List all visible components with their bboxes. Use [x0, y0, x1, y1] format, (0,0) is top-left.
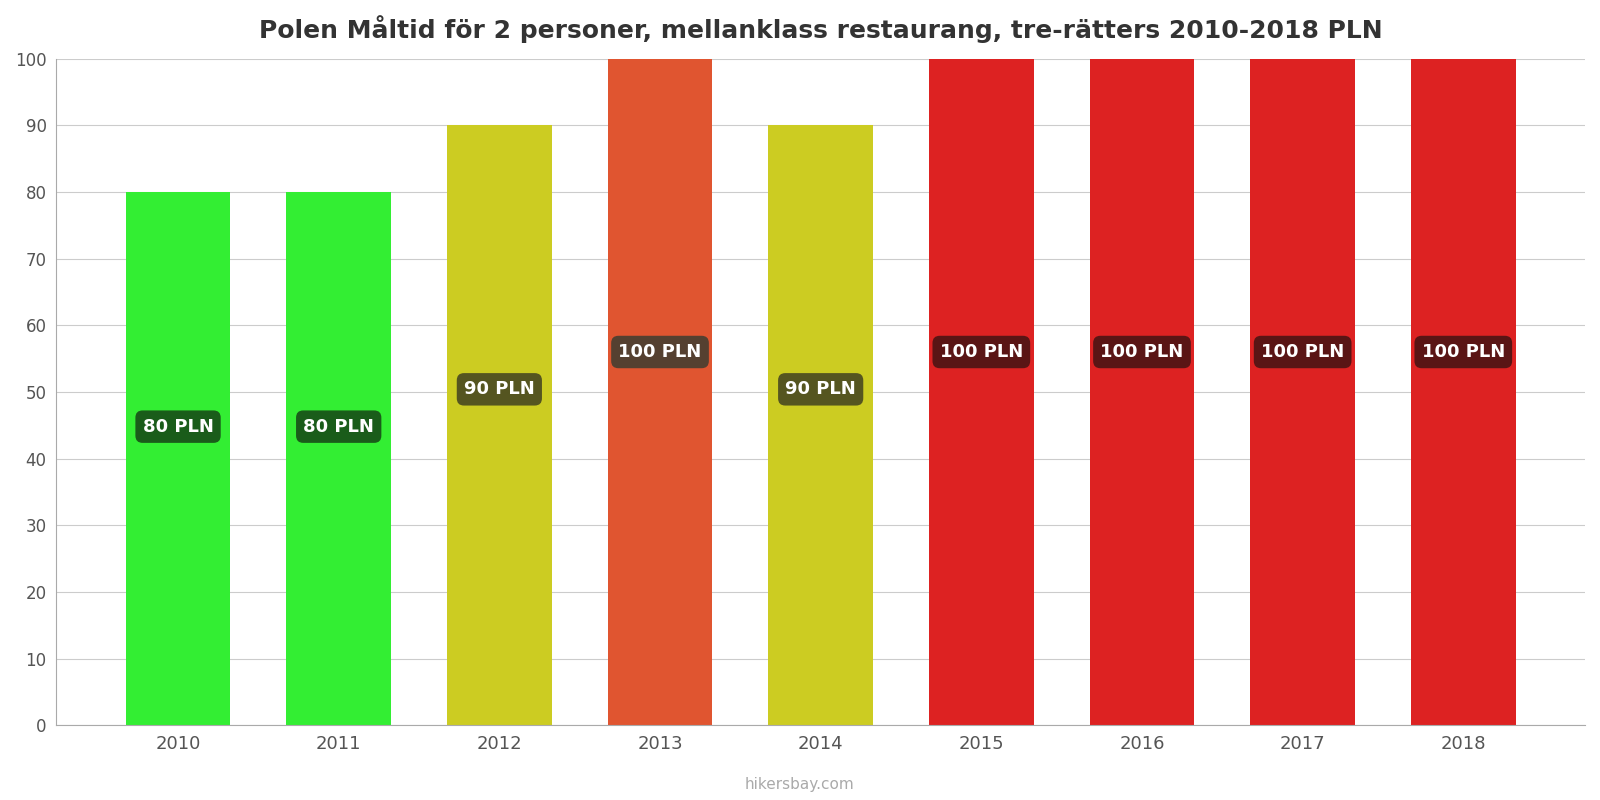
Bar: [1090, 58, 1194, 726]
Text: 100 PLN: 100 PLN: [1101, 343, 1184, 361]
Text: 100 PLN: 100 PLN: [1261, 343, 1344, 361]
Bar: [286, 192, 390, 726]
Text: 100 PLN: 100 PLN: [618, 343, 702, 361]
Bar: [768, 126, 874, 726]
Text: 90 PLN: 90 PLN: [464, 380, 534, 398]
Bar: [126, 192, 230, 726]
Bar: [1251, 58, 1355, 726]
Text: 90 PLN: 90 PLN: [786, 380, 856, 398]
Title: Polen Måltid för 2 personer, mellanklass restaurang, tre-rätters 2010-2018 PLN: Polen Måltid för 2 personer, mellanklass…: [259, 15, 1382, 43]
Text: hikersbay.com: hikersbay.com: [746, 777, 854, 792]
Text: 100 PLN: 100 PLN: [1422, 343, 1506, 361]
Bar: [930, 58, 1034, 726]
Bar: [608, 58, 712, 726]
Text: 100 PLN: 100 PLN: [939, 343, 1022, 361]
Bar: [446, 126, 552, 726]
Bar: [1411, 58, 1515, 726]
Text: 80 PLN: 80 PLN: [304, 418, 374, 436]
Text: 80 PLN: 80 PLN: [142, 418, 213, 436]
